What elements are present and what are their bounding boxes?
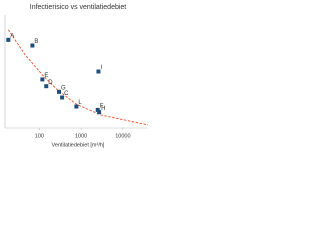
point-label: L bbox=[78, 100, 82, 106]
point-label: A bbox=[10, 33, 14, 39]
point bbox=[96, 69, 101, 74]
point bbox=[30, 43, 35, 48]
x-tick-label: 100 bbox=[35, 133, 44, 139]
trendline bbox=[7, 29, 149, 126]
point bbox=[57, 89, 62, 94]
point bbox=[97, 110, 102, 115]
x-tick-label: 10000 bbox=[115, 133, 130, 139]
point bbox=[6, 37, 11, 42]
chart: Infectierisico vs ventilatiedebiet Venti… bbox=[4, 4, 149, 148]
point bbox=[40, 77, 45, 82]
point bbox=[95, 107, 100, 112]
point bbox=[60, 95, 65, 100]
point bbox=[44, 84, 49, 89]
point-label: I bbox=[100, 65, 102, 71]
point-label: F bbox=[100, 103, 104, 109]
point-label: B bbox=[34, 39, 38, 45]
chart-title: Infectierisico vs ventilatiedebiet bbox=[30, 4, 127, 11]
point-label: G bbox=[61, 85, 66, 91]
x-tick-label: 1000 bbox=[75, 133, 87, 139]
point-label: C bbox=[64, 91, 69, 97]
point-label: E bbox=[44, 73, 48, 79]
point-label: D bbox=[48, 80, 53, 86]
x-axis-label: Ventilatiedebiet [m³/h] bbox=[52, 142, 105, 148]
point bbox=[74, 104, 79, 109]
point-label: H bbox=[101, 106, 105, 112]
